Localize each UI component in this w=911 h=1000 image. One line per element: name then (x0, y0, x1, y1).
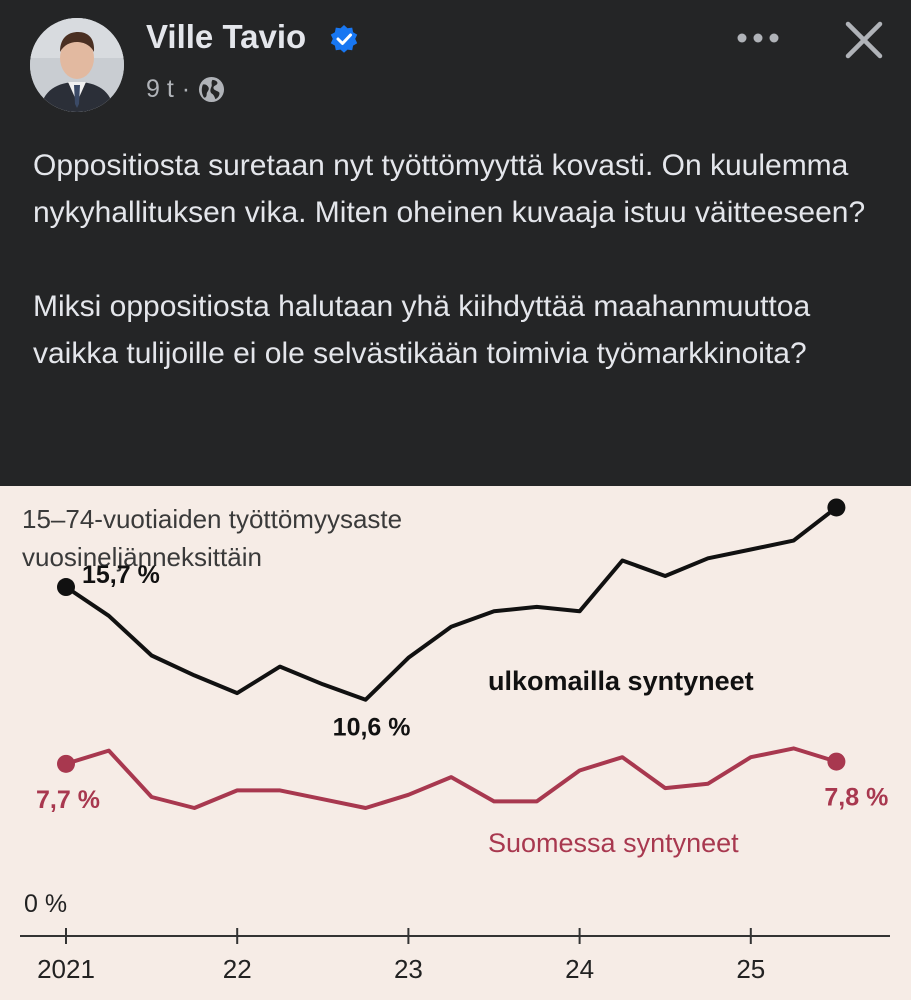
endpoint-marker (827, 498, 846, 517)
post-time[interactable]: 9 t (146, 74, 174, 103)
line-chart: 2021 22 23 24 25 0 % 15,7 % 10,6 % 19,3 % ulkomai… (20, 486, 890, 984)
close-icon (845, 21, 883, 59)
meta-separator: · (181, 74, 191, 103)
avatar-portrait (30, 18, 124, 112)
data-label: 7,7 % (36, 786, 100, 814)
series-name-label: ulkomailla syntyneet (488, 666, 754, 696)
y-tick-label: 0 % (24, 890, 67, 918)
post-paragraph: Oppositiosta suretaan nyt työttömyyttä k… (33, 149, 866, 229)
data-label: 10,6 % (333, 714, 411, 742)
chart-title: 15–74-vuotiaiden työttömyysaste (22, 504, 403, 534)
series-name-label: Suomessa syntyneet (488, 828, 739, 858)
x-tick-label: 25 (736, 954, 765, 984)
x-tick-label: 24 (565, 954, 594, 984)
avatar[interactable] (30, 18, 124, 112)
x-tick-label: 22 (223, 954, 252, 984)
data-label: 19,3 % (799, 486, 877, 487)
author-name[interactable]: Ville Tavio (146, 18, 307, 55)
verified-badge-icon (330, 25, 358, 53)
data-label: 7,8 % (824, 784, 888, 812)
endpoint-marker (827, 752, 846, 771)
series-line-finnish-born (64, 746, 839, 810)
x-tick-label: 2021 (37, 954, 95, 984)
series-line-foreign-born (64, 505, 839, 702)
close-button[interactable] (838, 14, 890, 66)
globe-icon[interactable] (198, 76, 225, 103)
endpoint-marker (57, 578, 75, 597)
x-tick-label: 23 (394, 954, 423, 984)
post-paragraph: Miksi oppositiosta halutaan yhä kiihdytt… (33, 290, 811, 370)
post-header: Ville Tavio 9 t · (0, 0, 911, 120)
post-meta: 9 t · (146, 72, 225, 106)
more-options-icon (737, 33, 779, 43)
more-options-button[interactable] (728, 18, 788, 58)
post-body: Oppositiosta suretaan nyt työttömyyttä k… (33, 142, 893, 377)
chart-subtitle: vuosineljänneksittäin (22, 542, 262, 572)
chart-image[interactable]: 15–74-vuotiaiden työttömyysaste vuosinel… (0, 486, 911, 1000)
endpoint-marker (57, 754, 75, 773)
data-label: 15,7 % (82, 561, 160, 589)
